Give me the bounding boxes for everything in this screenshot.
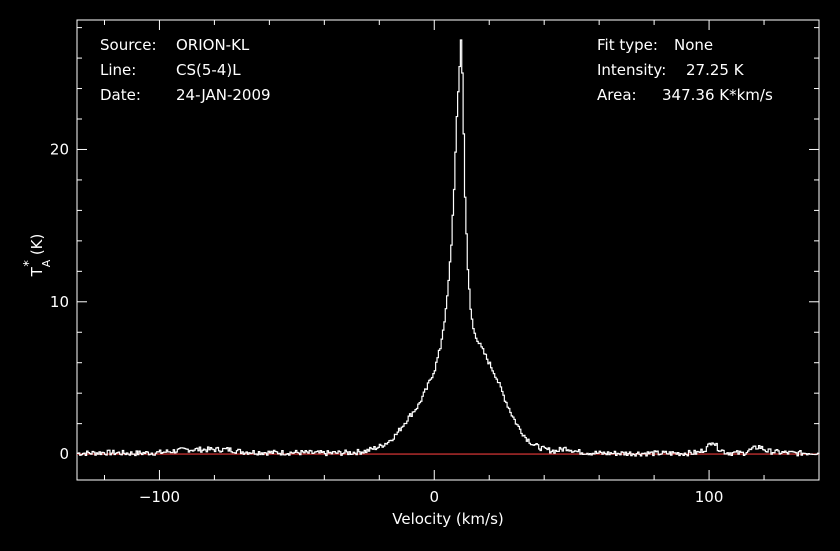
x-tick-label: 100	[695, 488, 724, 506]
area-label: Area:	[597, 86, 637, 104]
source-label: Source:	[100, 36, 157, 54]
area-value: 347.36 K*km/s	[662, 86, 773, 104]
line-label: Line:	[100, 61, 136, 79]
x-tick-label: −100	[139, 488, 180, 506]
y-tick-label: 10	[50, 293, 69, 311]
svg-text:TA*(K): TA* (K)	[22, 234, 53, 278]
x-ticks: −100 0 100	[103, 20, 820, 506]
date-value: 24-JAN-2009	[176, 86, 271, 104]
series-layer	[77, 39, 820, 457]
x-axis-label: Velocity (km/s)	[392, 510, 503, 528]
y-tick-label: 20	[50, 140, 69, 158]
y-tick-label: 0	[59, 445, 69, 463]
y-axis-label-unit: (K)	[28, 234, 46, 256]
y-axis-label: TA* (K)	[22, 234, 53, 278]
y-axis-label-sup: *	[22, 260, 37, 267]
source-value: ORION-KL	[176, 36, 250, 54]
intensity-value: 27.25 K	[686, 61, 745, 79]
plot-frame	[76, 19, 820, 481]
date-label: Date:	[100, 86, 141, 104]
spectrum-line	[77, 39, 820, 457]
x-tick-label: 0	[429, 488, 439, 506]
intensity-label: Intensity:	[597, 61, 666, 79]
y-axis-label-sub: A	[40, 259, 53, 267]
fit-type-label: Fit type:	[597, 36, 658, 54]
y-axis-label-main: T	[28, 266, 46, 277]
line-value: CS(5-4)L	[176, 61, 241, 79]
fit-type-value: None	[674, 36, 713, 54]
y-ticks: 0 10 20	[50, 27, 819, 463]
